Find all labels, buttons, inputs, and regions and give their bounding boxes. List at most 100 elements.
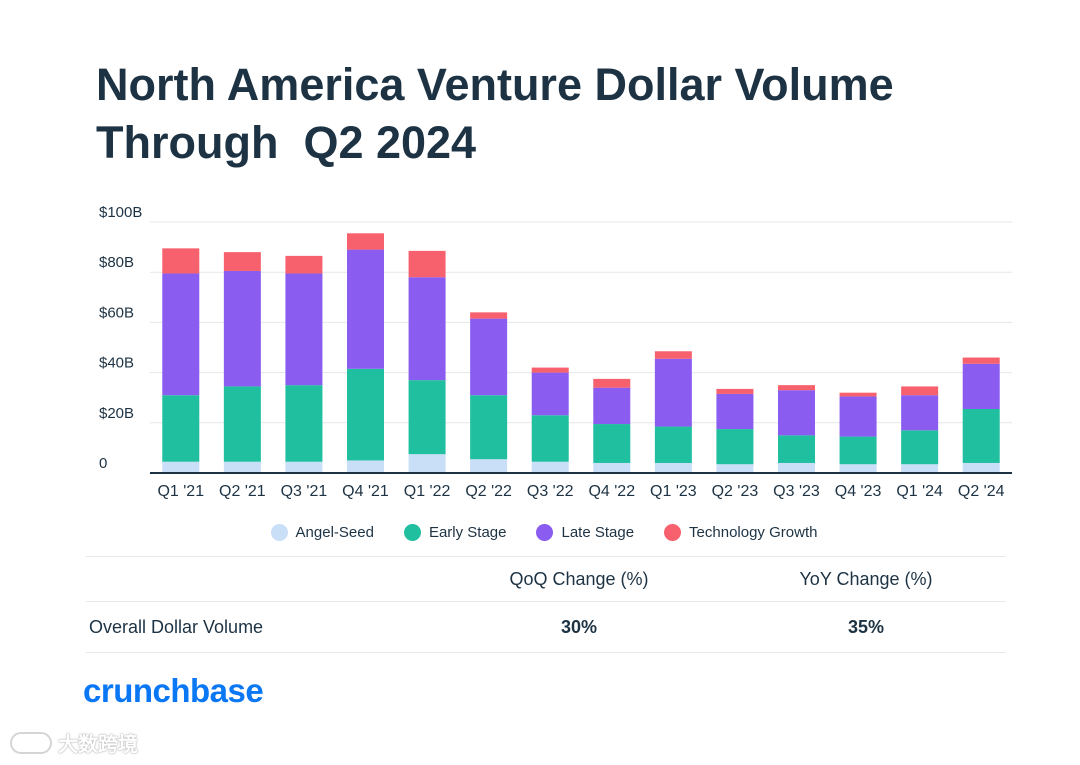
- bar-segment-angel-seed: [408, 454, 446, 473]
- legend-label: Angel-Seed: [295, 524, 374, 541]
- title-line-2: Through Q2 2024: [96, 117, 477, 168]
- y-tick-label: $100B: [99, 204, 142, 221]
- yoy-header: YoY Change (%): [799, 569, 933, 589]
- bar-segment-late-stage: [839, 396, 877, 437]
- bar-segment-late-stage: [716, 393, 754, 430]
- bar-segment-technology-growth: [347, 233, 384, 250]
- legend-label: Early Stage: [428, 524, 507, 541]
- bar-segment-early-stage: [285, 385, 323, 462]
- y-tick-label: $60B: [99, 304, 134, 321]
- x-tick-label: Q3 '21: [281, 483, 328, 500]
- crunchbase-logo: crunchbase: [83, 672, 264, 709]
- x-tick-label: Q2 '23: [712, 483, 759, 500]
- bar-segment-technology-growth: [531, 367, 569, 373]
- bar-segment-early-stage: [901, 430, 939, 465]
- bar-segment-technology-growth: [470, 312, 508, 319]
- bar-segment-early-stage: [962, 408, 1000, 463]
- x-tick-label: Q4 '23: [835, 483, 882, 500]
- bar-segment-technology-growth: [778, 385, 815, 391]
- x-tick-label: Q2 '21: [219, 483, 266, 500]
- bar-segment-technology-growth: [162, 248, 200, 274]
- x-tick-label: Q2 '22: [465, 483, 512, 500]
- bar-segment-early-stage: [716, 429, 754, 465]
- qoq-value: 30%: [560, 617, 598, 637]
- bar-segment-angel-seed: [901, 464, 939, 473]
- chart-legend: Angel-Seed Early Stage Late Stage Technolog…: [0, 524, 1080, 541]
- x-tick-label: Q1 '23: [650, 483, 697, 500]
- bar-segment-angel-seed: [347, 460, 384, 473]
- bar-segment-early-stage: [223, 386, 261, 462]
- legend-label: Technology Growth: [689, 524, 818, 541]
- bar-segment-technology-growth: [901, 386, 939, 396]
- x-tick-label: Q3 '23: [773, 483, 820, 500]
- title-line-1: North America Venture Dollar Volume: [96, 59, 894, 110]
- legend-label: Late Stage: [561, 524, 635, 541]
- bar-segment-angel-seed: [778, 462, 815, 473]
- x-tick-label: Q1 '22: [404, 483, 451, 500]
- bar-segment-angel-seed: [162, 461, 200, 473]
- bar-segment-angel-seed: [593, 462, 631, 473]
- legend-swatch: [270, 524, 288, 541]
- bar-segment-early-stage: [654, 426, 692, 463]
- row-label: Overall Dollar Volume: [89, 617, 264, 637]
- watermark-logo-icon: [10, 731, 52, 754]
- y-tick-label: $20B: [99, 405, 134, 422]
- bar-segment-late-stage: [285, 273, 323, 386]
- table-header-row: QoQ Change (%) YoY Change (%): [86, 556, 1006, 601]
- bar-segment-late-stage: [593, 387, 631, 425]
- bar-segment-early-stage: [408, 380, 446, 455]
- bar-segment-early-stage: [531, 415, 569, 462]
- bar-segment-technology-growth: [716, 388, 754, 394]
- bar-segment-technology-growth: [285, 255, 323, 274]
- bar-segment-angel-seed: [839, 464, 877, 473]
- bar-segment-early-stage: [162, 395, 200, 462]
- stacked-bar-chart: 0 $20B $40B $60B $80B $100B Q1 '21 Q2 '21 Q3 '21…: [99, 204, 1012, 500]
- y-tick-label: $40B: [99, 355, 134, 372]
- bar-segment-late-stage: [162, 273, 200, 396]
- x-tick-label: Q3 '22: [527, 483, 574, 500]
- bar-segment-technology-growth: [962, 357, 1000, 364]
- bar-segment-early-stage: [347, 368, 384, 461]
- bar-segment-late-stage: [901, 395, 939, 431]
- bar-segment-late-stage: [223, 270, 261, 387]
- bar-segment-technology-growth: [839, 392, 877, 397]
- qoq-header: QoQ Change (%): [509, 569, 649, 589]
- x-tick-label: Q4 '22: [588, 483, 635, 500]
- watermark-text: 大数跨境: [58, 734, 138, 756]
- bar-segment-late-stage: [654, 358, 692, 427]
- bar-segment-late-stage: [347, 249, 384, 369]
- x-tick-label: Q4 '21: [342, 483, 389, 500]
- bar-segment-angel-seed: [531, 461, 569, 473]
- bar-segment-technology-growth: [223, 252, 261, 271]
- bar-segment-technology-growth: [593, 378, 631, 388]
- legend-item: Angel-Seed: [263, 524, 374, 541]
- change-table: QoQ Change (%) YoY Change (%) Overall Do…: [86, 556, 1006, 653]
- legend-swatch: [403, 524, 421, 541]
- bar-segment-late-stage: [470, 318, 508, 396]
- legend-item: Early Stage: [396, 524, 507, 541]
- legend-item: Late Stage: [528, 524, 634, 541]
- bar-segment-late-stage: [778, 390, 815, 436]
- bar-segment-early-stage: [778, 435, 815, 463]
- bar-segment-late-stage: [962, 363, 1000, 409]
- y-tick-label: $80B: [99, 254, 134, 271]
- bar-segment-angel-seed: [223, 461, 261, 473]
- bar-segment-angel-seed: [285, 461, 323, 473]
- bar-segment-angel-seed: [716, 464, 754, 473]
- bar-segment-technology-growth: [408, 250, 446, 278]
- yoy-value: 35%: [847, 617, 885, 637]
- bar-segment-early-stage: [593, 424, 631, 463]
- table-row: Overall Dollar Volume 30% 35%: [86, 601, 1006, 653]
- bar-segment-early-stage: [470, 395, 508, 460]
- x-tick-label: Q1 '24: [896, 483, 943, 500]
- bar-segment-angel-seed: [654, 462, 692, 473]
- legend-item: Technology Growth: [656, 524, 817, 541]
- bar-segment-late-stage: [408, 277, 446, 381]
- x-tick-label: Q1 '21: [157, 483, 204, 500]
- legend-swatch: [536, 524, 554, 541]
- bar-segment-late-stage: [531, 372, 569, 416]
- watermark: 大数跨境: [10, 728, 138, 757]
- bar-segment-angel-seed: [470, 459, 508, 473]
- x-tick-label: Q2 '24: [958, 483, 1005, 500]
- chart-title: North America Venture Dollar Volume Thro…: [96, 56, 996, 172]
